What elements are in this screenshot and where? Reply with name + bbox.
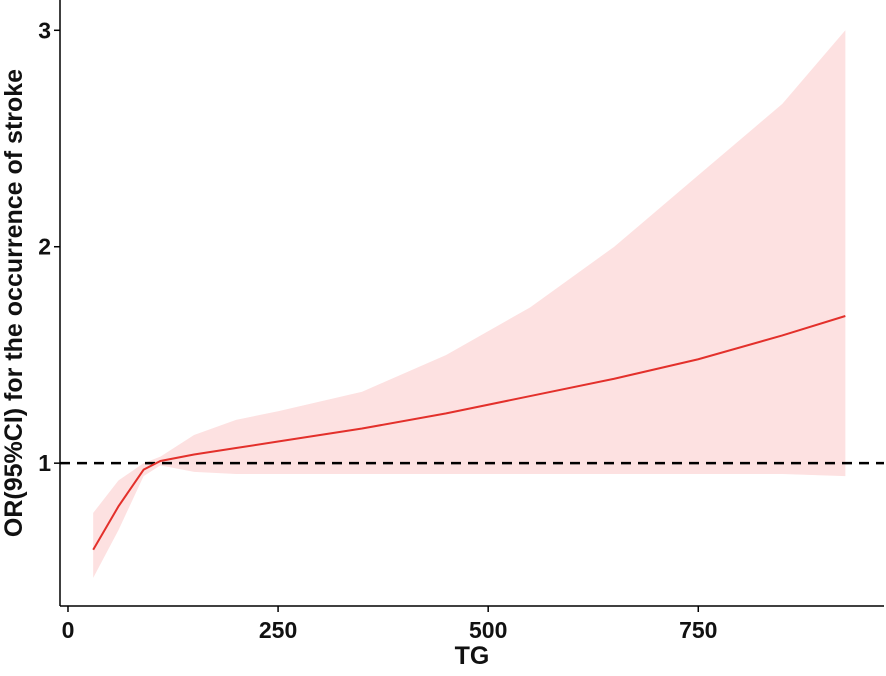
- ci-band: [93, 30, 846, 578]
- x-tick-label: 250: [259, 617, 297, 643]
- y-tick-label: 1: [38, 450, 51, 476]
- y-axis-label: OR(95%CI) for the occurrence of stroke: [0, 69, 28, 537]
- x-tick-label: 750: [679, 617, 717, 643]
- x-axis-label: TG: [455, 642, 490, 670]
- x-tick-label: 500: [469, 617, 507, 643]
- y-tick-label: 2: [38, 234, 51, 260]
- x-tick-label: 0: [62, 617, 75, 643]
- y-tick-label: 3: [38, 17, 51, 43]
- or-line: [92, 315, 846, 551]
